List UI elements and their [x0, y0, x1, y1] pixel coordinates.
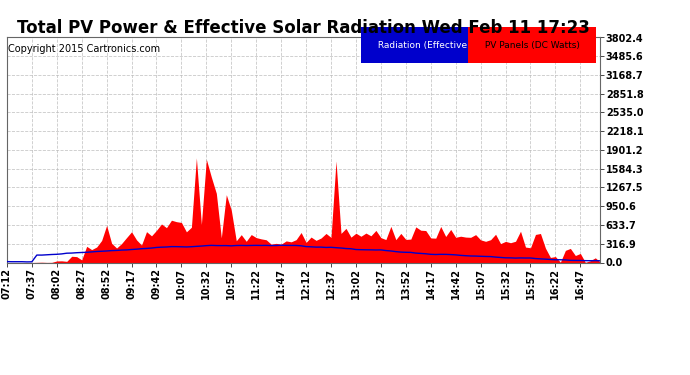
Text: Radiation (Effective w/m2): Radiation (Effective w/m2) [375, 41, 501, 50]
Text: PV Panels (DC Watts): PV Panels (DC Watts) [482, 41, 582, 50]
Text: Copyright 2015 Cartronics.com: Copyright 2015 Cartronics.com [8, 44, 160, 54]
Title: Total PV Power & Effective Solar Radiation Wed Feb 11 17:23: Total PV Power & Effective Solar Radiati… [17, 20, 590, 38]
